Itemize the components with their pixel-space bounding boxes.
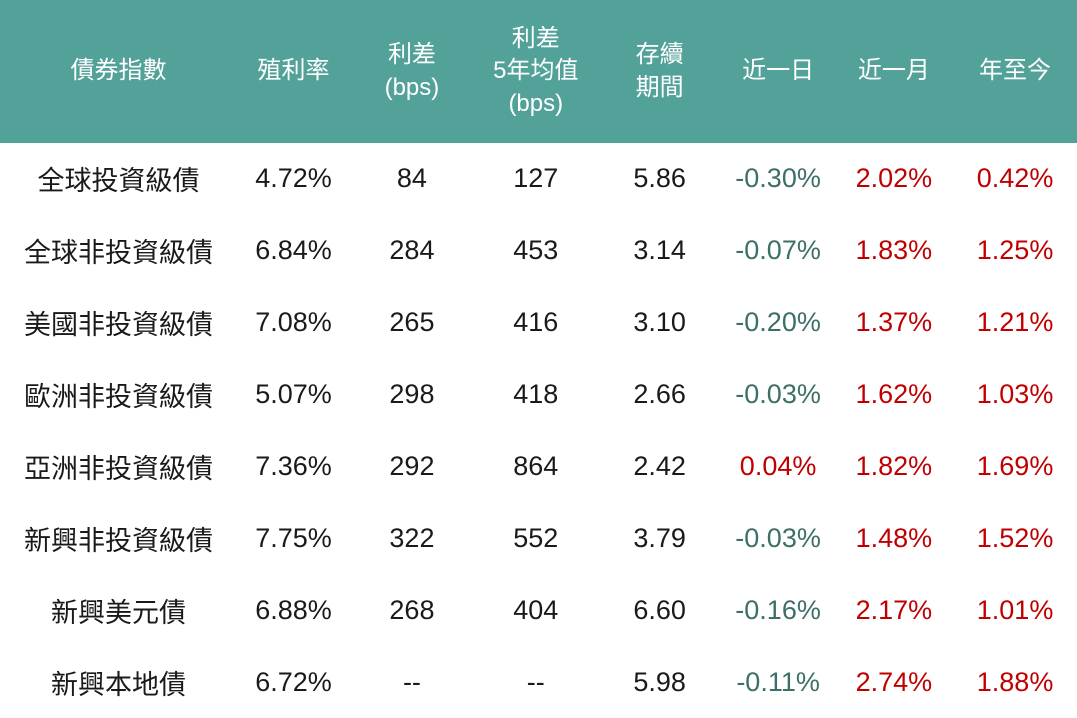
cell-bond-name: 美國非投資級債 (23, 310, 213, 341)
cell-spread-5y-avg: 416 (513, 307, 559, 338)
cell-duration: 2.66 (633, 379, 686, 410)
cell-duration: 2.42 (633, 450, 686, 481)
cell-ytd-change: 1.03% (976, 379, 1054, 410)
cell-1d-change: -0.20% (735, 307, 821, 338)
cell-ytd-change: 1.21% (976, 307, 1054, 338)
cell-1d-change: -0.03% (735, 379, 821, 410)
cell-bond-name: 新興美元債 (50, 597, 186, 628)
col-header-yield: 殖利率 (257, 57, 330, 85)
cell-spread-bps: 268 (389, 594, 435, 625)
cell-1m-change: 1.37% (855, 307, 933, 338)
col-header-duration: 存續 期間 (635, 41, 684, 101)
cell-bond-name: 全球投資級債 (37, 166, 200, 197)
col-header-spread-bps: 利差 (bps) (384, 41, 440, 101)
cell-duration: 3.14 (633, 235, 686, 266)
cell-ytd-change: 1.25% (976, 235, 1054, 266)
col-header-bond-index: 債券指數 (70, 57, 167, 85)
cell-1m-change: 1.62% (855, 379, 933, 410)
cell-1d-change: -0.07% (735, 235, 821, 266)
cell-spread-bps: 322 (389, 522, 435, 553)
cell-1m-change: 1.83% (855, 235, 933, 266)
cell-1d-change: 0.04% (739, 450, 817, 481)
table-row: 亞洲非投資級債 7.36% 292 864 2.42 0.04% 1.82% 1… (0, 430, 1077, 503)
cell-bond-name: 全球非投資級債 (23, 238, 213, 269)
cell-duration: 3.79 (633, 522, 686, 553)
cell-1m-change: 2.17% (855, 594, 933, 625)
cell-1d-change: -0.11% (736, 666, 820, 697)
cell-ytd-change: 1.69% (976, 450, 1054, 481)
cell-1d-change: -0.16% (735, 594, 821, 625)
cell-duration: 5.86 (633, 163, 686, 194)
cell-ytd-change: 0.42% (976, 163, 1054, 194)
cell-duration: 6.60 (633, 594, 686, 625)
cell-spread-5y-avg: 453 (513, 235, 559, 266)
table-row: 歐洲非投資級債 5.07% 298 418 2.66 -0.03% 1.62% … (0, 358, 1077, 431)
cell-spread-bps: 284 (389, 235, 435, 266)
table-row: 全球非投資級債 6.84% 284 453 3.14 -0.07% 1.83% … (0, 214, 1077, 287)
col-header-ytd-change: 年至今 (979, 57, 1052, 85)
table-row: 美國非投資級債 7.08% 265 416 3.10 -0.20% 1.37% … (0, 286, 1077, 359)
col-header-spread-5y-avg: 利差 5年均值 (bps) (493, 24, 579, 117)
cell-yield: 6.84% (255, 235, 332, 266)
table-body: 全球投資級債 4.72% 84 127 5.86 -0.30% 2.02% 0.… (0, 143, 1077, 718)
cell-1d-change: -0.30% (735, 163, 821, 194)
cell-1m-change: 2.74% (855, 666, 933, 697)
cell-1m-change: 2.02% (855, 163, 933, 194)
cell-spread-bps: 265 (389, 307, 435, 338)
cell-yield: 7.75% (255, 522, 332, 553)
table-row: 全球投資級債 4.72% 84 127 5.86 -0.30% 2.02% 0.… (0, 143, 1077, 215)
cell-spread-5y-avg: -- (526, 666, 545, 697)
cell-bond-name: 新興本地債 (50, 669, 186, 700)
cell-1m-change: 1.48% (855, 522, 933, 553)
header-row: 債券指數 殖利率 利差 (bps) 利差 5年均值 (bps) 存續 期間 近一… (0, 0, 1077, 143)
cell-spread-5y-avg: 864 (513, 450, 559, 481)
cell-yield: 4.72% (255, 163, 332, 194)
cell-ytd-change: 1.01% (976, 594, 1054, 625)
table-row: 新興本地債 6.72% -- -- 5.98 -0.11% 2.74% 1.88… (0, 646, 1077, 718)
cell-bond-name: 歐洲非投資級債 (23, 382, 213, 413)
cell-bond-name: 新興非投資級債 (23, 525, 213, 556)
cell-bond-name: 亞洲非投資級債 (23, 453, 213, 484)
cell-spread-bps: 292 (389, 450, 435, 481)
cell-spread-5y-avg: 404 (513, 594, 559, 625)
cell-yield: 7.36% (255, 450, 332, 481)
cell-1m-change: 1.82% (855, 450, 933, 481)
cell-duration: 3.10 (633, 307, 686, 338)
cell-spread-5y-avg: 418 (513, 379, 559, 410)
cell-spread-bps: 298 (389, 379, 435, 410)
col-header-1m-change: 近一月 (857, 57, 930, 85)
table-row: 新興美元債 6.88% 268 404 6.60 -0.16% 2.17% 1.… (0, 574, 1077, 647)
cell-yield: 6.88% (255, 594, 332, 625)
table-row: 新興非投資級債 7.75% 322 552 3.79 -0.03% 1.48% … (0, 502, 1077, 575)
cell-yield: 7.08% (255, 307, 332, 338)
cell-spread-5y-avg: 127 (513, 163, 559, 194)
cell-spread-bps: 84 (396, 163, 427, 194)
cell-spread-bps: -- (402, 666, 421, 697)
cell-ytd-change: 1.88% (976, 666, 1054, 697)
cell-duration: 5.98 (633, 666, 686, 697)
cell-spread-5y-avg: 552 (513, 522, 559, 553)
cell-1d-change: -0.03% (735, 522, 821, 553)
cell-yield: 5.07% (255, 379, 332, 410)
cell-yield: 6.72% (255, 666, 332, 697)
cell-ytd-change: 1.52% (976, 522, 1054, 553)
col-header-1d-change: 近一日 (742, 57, 815, 85)
table-header: 債券指數 殖利率 利差 (bps) 利差 5年均值 (bps) 存續 期間 近一… (0, 0, 1077, 143)
